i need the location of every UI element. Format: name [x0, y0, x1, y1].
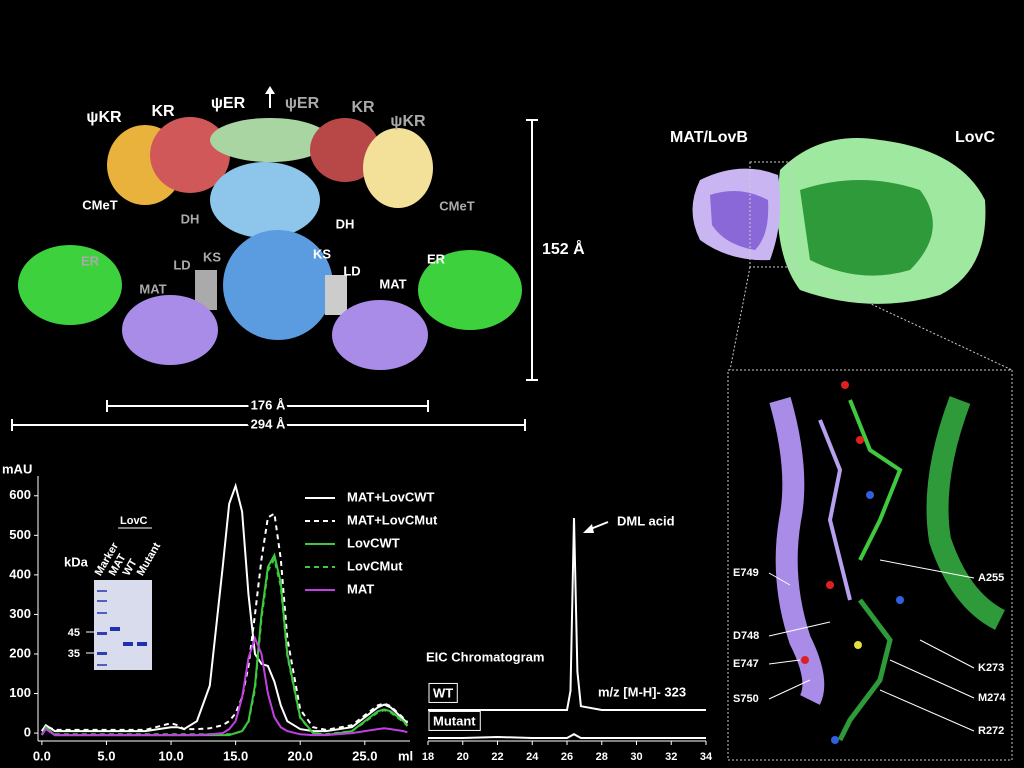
residue-label: A255	[978, 572, 1004, 584]
y-tick-label: 600	[9, 487, 31, 502]
domain-label: LD	[343, 263, 360, 278]
trace-label: WT	[433, 685, 453, 700]
residue-label: D748	[733, 630, 759, 642]
arrow-head	[583, 524, 594, 533]
domain-label: ψKR	[390, 113, 426, 130]
trace-line	[428, 517, 706, 711]
domain-label: KR	[351, 99, 375, 116]
y-tick-label: 400	[9, 566, 31, 581]
x-tick-label: 0.0	[33, 748, 51, 763]
peak-annotation: DML acid	[617, 513, 675, 528]
chart-title: EIC Chromatogram	[426, 649, 544, 664]
leader-line	[768, 621, 831, 637]
y-tick-label: 200	[9, 645, 31, 660]
residue-label: K273	[978, 662, 1004, 674]
y-tick-label: 500	[9, 527, 31, 542]
ion-label: m/z [M-H]- 323	[598, 684, 686, 699]
gel-lane: Mutant	[135, 540, 164, 578]
y-tick-label: 0	[24, 725, 31, 740]
residue-label: R272	[978, 725, 1004, 737]
x-tick-label: 5.0	[97, 748, 115, 763]
gel	[86, 527, 152, 670]
x-tick-label: 20	[457, 751, 469, 763]
x-tick-label: 10.0	[158, 748, 183, 763]
gel-unit: kDa	[64, 554, 89, 569]
leader-line	[889, 659, 975, 699]
x-axis-label: ml	[398, 748, 413, 763]
domain-label: KS	[313, 246, 331, 261]
x-tick-label: 34	[700, 751, 713, 763]
dimension-label: 152 Å	[542, 239, 585, 258]
leader-line	[768, 659, 801, 665]
x-tick-label: 32	[665, 751, 677, 763]
series-line	[41, 482, 409, 733]
legend-label: MAT	[347, 581, 374, 596]
trace-label-box	[428, 710, 481, 731]
y-tick-label: 100	[9, 685, 31, 700]
y-axis-label: mAU	[2, 461, 32, 476]
complex-label: LovC	[955, 129, 995, 146]
residue-label: M274	[978, 692, 1006, 704]
residue-label: S750	[733, 693, 759, 705]
domain-label: LD	[173, 257, 190, 272]
domain-label: ψER	[211, 95, 246, 112]
complex-label: MAT/LovB	[670, 129, 748, 146]
leader-line	[768, 679, 811, 700]
structure-model	[11, 86, 538, 431]
leader-line	[879, 689, 975, 732]
detail-model	[769, 381, 1006, 744]
trace-label: Mutant	[433, 713, 476, 728]
domain-label: ER	[427, 251, 446, 266]
domain-label: ER	[81, 253, 100, 268]
leader-line	[768, 572, 791, 586]
legend-label: MAT+LovCMut	[347, 512, 438, 527]
legend-label: MAT+LovCWT	[347, 489, 435, 504]
x-tick-label: 18	[422, 751, 434, 763]
residue-label: E747	[733, 658, 759, 670]
dimension-label: 294 Å	[251, 416, 286, 431]
residue-label: E749	[733, 567, 759, 579]
x-tick-label: 26	[561, 751, 573, 763]
gel-title: LovC	[120, 515, 148, 527]
x-tick-label: 24	[526, 751, 539, 763]
trace-line	[428, 733, 706, 739]
complex-model	[692, 138, 1013, 761]
domain-label: DH	[181, 211, 200, 226]
x-tick-label: 30	[630, 751, 642, 763]
legend-label: LovCMut	[347, 558, 403, 573]
domain-label: CMeT	[82, 197, 117, 212]
domain-label: ψKR	[86, 109, 122, 126]
x-tick-label: 15.0	[223, 748, 248, 763]
domain-label: KR	[151, 103, 175, 120]
x-tick-label: 25.0	[352, 748, 377, 763]
leader-line	[879, 559, 975, 579]
leader-line	[919, 639, 975, 669]
x-tick-label: 20.0	[288, 748, 313, 763]
dimension-label: 176 Å	[251, 397, 286, 412]
y-tick-label: 300	[9, 606, 31, 621]
legend-label: LovCWT	[347, 535, 400, 550]
series-line	[41, 511, 409, 732]
gel-marker: 35	[68, 648, 80, 660]
domain-label: KS	[203, 249, 221, 264]
gel-marker: 45	[68, 627, 80, 639]
domain-label: ψER	[285, 95, 320, 112]
domain-label: MAT	[379, 276, 406, 291]
x-tick-label: 28	[596, 751, 608, 763]
domain-label: DH	[336, 216, 355, 231]
trace-label-box	[428, 682, 458, 703]
x-tick-label: 22	[491, 751, 503, 763]
series-line	[41, 635, 408, 737]
domain-label: MAT	[139, 281, 166, 296]
domain-label: CMeT	[439, 198, 474, 213]
